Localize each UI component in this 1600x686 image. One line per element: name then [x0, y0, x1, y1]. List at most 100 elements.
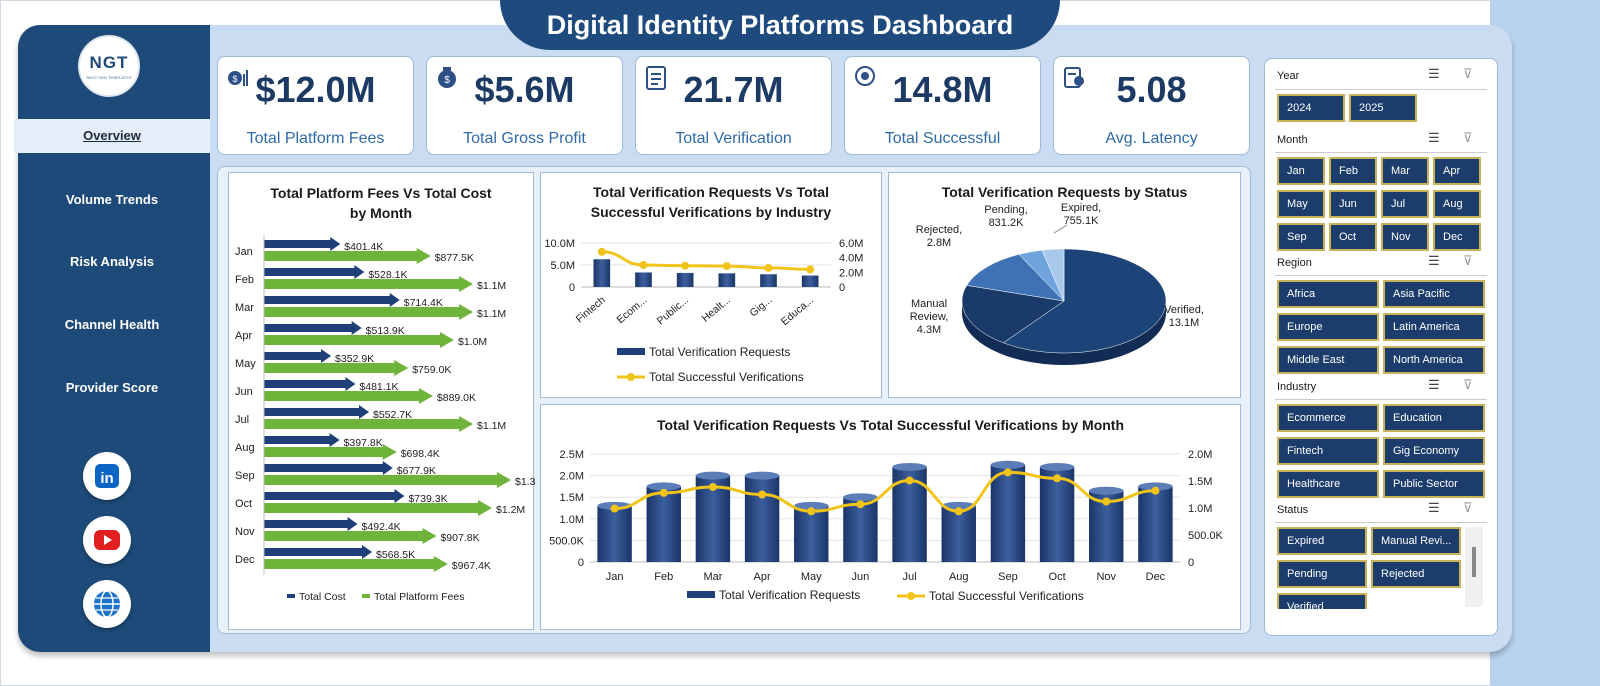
platform-fees-label: $698.4K — [401, 448, 440, 460]
slice-name-label: Manual — [911, 298, 947, 310]
month-tick-label: Oct — [235, 498, 252, 510]
clear-filter-icon[interactable]: ⊽ — [1463, 253, 1473, 268]
clear-filter-icon[interactable]: ⊽ — [1463, 130, 1473, 145]
slicer-item-region[interactable]: Latin America — [1383, 313, 1485, 341]
y-tick-label: 2.0M — [560, 471, 584, 483]
slicer-item-month[interactable]: Mar — [1381, 157, 1429, 185]
total-cost-label: $481.1K — [359, 381, 398, 393]
verification-requests-bar — [597, 505, 632, 562]
total-cost-bar — [264, 321, 362, 335]
platform-fees-bar — [264, 528, 437, 544]
x-tick-label: Aug — [949, 571, 969, 583]
slicer-item-year[interactable]: 2024 — [1277, 94, 1345, 122]
successful-verifications-point — [1053, 474, 1062, 483]
slicer-item-industry[interactable]: Healthcare — [1277, 470, 1379, 498]
slicer-item-status[interactable]: Verified — [1277, 593, 1367, 609]
youtube-icon[interactable] — [83, 516, 131, 564]
verification-requests-bar — [718, 273, 736, 287]
slicer-item-region[interactable]: North America — [1383, 346, 1485, 374]
slice-value-label: 2.8M — [927, 237, 951, 249]
total-cost-bar — [264, 489, 405, 503]
kpi-value: 5.08 — [1116, 69, 1187, 110]
slicer-item-status[interactable]: Expired — [1277, 527, 1367, 555]
slicer-item-month[interactable]: Nov — [1381, 223, 1429, 251]
slicer-item-month[interactable]: Apr — [1433, 157, 1481, 185]
x-tick-label: Oct — [1049, 571, 1066, 583]
slicer-item-month[interactable]: Oct — [1329, 223, 1377, 251]
multi-select-icon[interactable]: ☰ — [1428, 500, 1440, 515]
slicer-item-region[interactable]: Asia Pacific — [1383, 280, 1485, 308]
total-cost-bar — [264, 349, 332, 363]
slicer-item-status[interactable]: Pending — [1277, 560, 1367, 588]
nav-risk-analysis[interactable]: Risk Analysis — [69, 254, 155, 269]
slicer-item-region[interactable]: Europe — [1277, 313, 1379, 341]
slicer-item-region[interactable]: Middle East — [1277, 346, 1379, 374]
slicer-item-month[interactable]: May — [1277, 190, 1325, 218]
nav-overview[interactable]: Overview — [14, 119, 210, 153]
total-cost-label: $513.9K — [366, 325, 405, 337]
x-tick-label: Public... — [655, 294, 691, 327]
svg-text:$: $ — [232, 74, 237, 84]
legend-swatch-requests — [617, 348, 645, 355]
y-tick-label: 1.0M — [560, 514, 584, 526]
successful-verifications-point — [807, 507, 816, 516]
y2-tick-label: 0 — [1188, 557, 1194, 569]
slicer-item-year[interactable]: 2025 — [1349, 94, 1417, 122]
logo: NGT NEXT GEN TEMPLATES — [78, 35, 140, 97]
y2-tick-label: 6.0M — [839, 238, 863, 250]
slicer-item-month[interactable]: Dec — [1433, 223, 1481, 251]
platform-fees-bar — [264, 360, 409, 376]
verification-requests-bar — [593, 259, 611, 287]
slicer-item-month[interactable]: Sep — [1277, 223, 1325, 251]
slicer-title-year: Year — [1277, 70, 1300, 82]
kpi-label: Total Successful — [884, 130, 1001, 147]
slicer-item-month[interactable]: Jan — [1277, 157, 1325, 185]
slicer-item-region[interactable]: Africa — [1277, 280, 1379, 308]
scrollbar[interactable] — [1465, 527, 1483, 607]
bar-cap — [744, 471, 780, 480]
slice-name-label: Expired, — [1061, 202, 1101, 214]
nav-volume-trends[interactable]: Volume Trends — [65, 192, 159, 207]
profit-bag-icon: $ — [438, 67, 456, 88]
y2-tick-label: 2.0M — [839, 267, 863, 279]
y-tick-label: 0 — [569, 282, 575, 294]
kpi-label: Total Platform Fees — [246, 130, 385, 147]
successful-verifications-point — [1151, 486, 1160, 495]
nav-channel-health[interactable]: Channel Health — [64, 317, 160, 332]
slicer-item-month[interactable]: Jun — [1329, 190, 1377, 218]
linkedin-icon[interactable]: in — [83, 452, 131, 500]
kpi-value: $5.6M — [474, 69, 575, 110]
slicer-item-status[interactable]: Rejected — [1371, 560, 1461, 588]
slicer-item-industry[interactable]: Education — [1383, 404, 1485, 432]
slicer-item-industry[interactable]: Gig Economy — [1383, 437, 1485, 465]
kpi-label: Total Gross Profit — [463, 130, 586, 147]
slicer-item-month[interactable]: Jul — [1381, 190, 1429, 218]
scrollbar-thumb[interactable] — [1472, 547, 1476, 577]
slicer-panel: Year ☰ ⊽ 2024 2025 Month ☰ ⊽ Jan Feb Mar Ap… — [1264, 58, 1498, 636]
successful-verifications-point — [597, 247, 606, 256]
website-globe-icon[interactable] — [83, 580, 131, 628]
slicer-item-month[interactable]: Aug — [1433, 190, 1481, 218]
slicer-title-industry: Industry — [1277, 381, 1317, 393]
slicer-item-industry[interactable]: Ecommerce — [1277, 404, 1379, 432]
nav-provider-score[interactable]: Provider Score — [65, 380, 159, 395]
chart-verification-by-month: Total Verification Requests Vs Total Suc… — [540, 404, 1241, 630]
slicer-item-month[interactable]: Feb — [1329, 157, 1377, 185]
month-tick-label: Nov — [235, 526, 255, 538]
clear-filter-icon[interactable]: ⊽ — [1463, 66, 1473, 81]
clipboard-icon — [646, 66, 666, 90]
bar-cap — [794, 501, 829, 510]
clear-filter-icon[interactable]: ⊽ — [1463, 377, 1473, 392]
multi-select-icon[interactable]: ☰ — [1428, 377, 1440, 392]
multi-select-icon[interactable]: ☰ — [1428, 253, 1440, 268]
multi-select-icon[interactable]: ☰ — [1428, 130, 1440, 145]
clear-filter-icon[interactable]: ⊽ — [1463, 500, 1473, 515]
chart-title: Total Verification Requests Vs Total Suc… — [590, 184, 832, 220]
x-tick-label: Nov — [1096, 571, 1116, 583]
successful-verifications-point — [1003, 468, 1012, 477]
verification-requests-bar — [646, 486, 681, 562]
multi-select-icon[interactable]: ☰ — [1428, 66, 1440, 81]
slicer-item-status[interactable]: Manual Revi... — [1371, 527, 1461, 555]
slicer-item-industry[interactable]: Public Sector — [1383, 470, 1485, 498]
slicer-item-industry[interactable]: Fintech — [1277, 437, 1379, 465]
